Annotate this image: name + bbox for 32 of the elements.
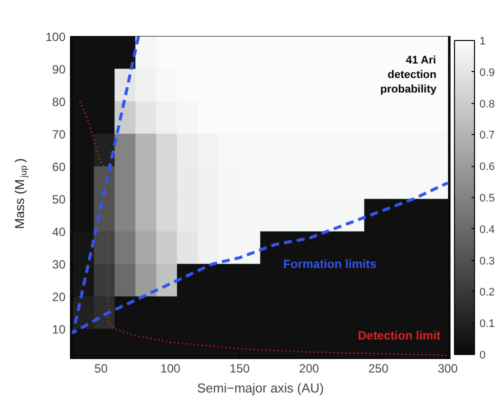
x-tick-label: 300 xyxy=(438,362,458,376)
annotation: 41 Ari detection probability xyxy=(380,54,438,96)
color-bar-label: 0.1 xyxy=(480,318,495,330)
x-tick-label: 100 xyxy=(160,362,181,376)
color-bar-label: 0.8 xyxy=(480,98,495,110)
y-tick-label: 40 xyxy=(52,225,66,240)
color-bar-label: 0.5 xyxy=(480,192,495,204)
y-tick-label: 50 xyxy=(52,192,66,207)
x-tick-label: 50 xyxy=(94,362,108,376)
y-tick-label: 60 xyxy=(52,160,66,174)
annotation: Formation limits xyxy=(283,257,377,272)
annotation: Detection limit xyxy=(358,328,441,343)
y-tick-label: 70 xyxy=(52,128,66,142)
color-bar-label: 0.6 xyxy=(480,161,495,174)
y-tick-label: 90 xyxy=(52,62,66,77)
x-tick-label: 150 xyxy=(230,362,250,376)
color-bar-label: 0.2 xyxy=(480,286,495,299)
x-axis-title: Semi−major axis (AU) xyxy=(197,380,324,396)
y-tick-label: 30 xyxy=(52,258,66,272)
color-bar-label: 0.9 xyxy=(480,66,495,79)
color-bar-label: 0.7 xyxy=(480,130,495,142)
y-tick-label: 20 xyxy=(52,290,66,304)
x-tick-label: 200 xyxy=(299,362,320,376)
y-tick-label: 10 xyxy=(52,322,66,337)
color-bar-label: 0.4 xyxy=(480,224,495,236)
color-bar-label: 0.3 xyxy=(480,255,495,268)
color-bar-label: 1 xyxy=(480,36,486,48)
y-tick-label: 80 xyxy=(52,95,66,110)
color-bar-label: 0 xyxy=(480,350,486,362)
y-axis-title: Mass (Mjup) xyxy=(12,158,28,230)
y-tick-label: 100 xyxy=(45,30,66,44)
x-tick-label: 250 xyxy=(368,362,389,376)
